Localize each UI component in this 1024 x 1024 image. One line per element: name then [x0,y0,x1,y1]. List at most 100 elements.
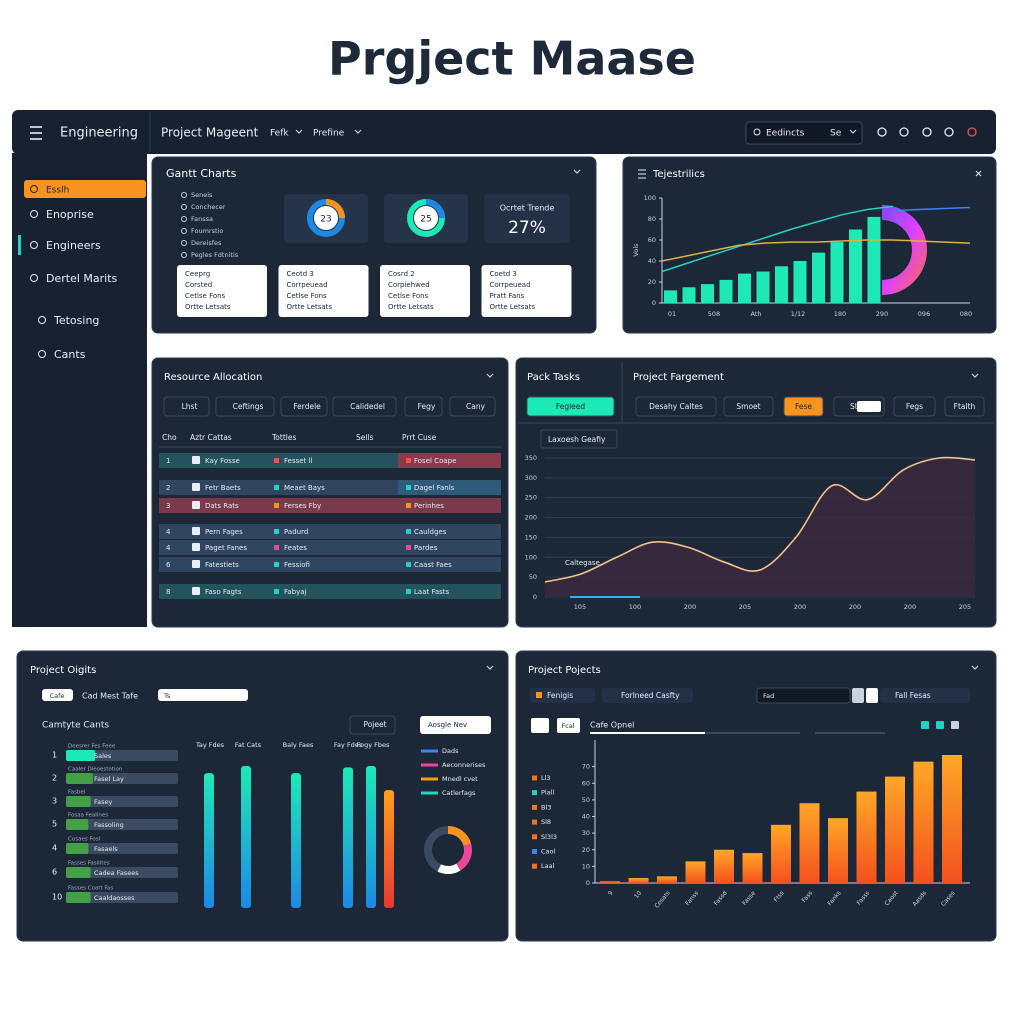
select-label: Fall Fesas [895,691,931,700]
button[interactable] [783,396,824,417]
row-dot [406,529,411,534]
y-tick-label: 300 [525,474,537,482]
button-label: Smoet [736,402,760,411]
y-tick-label: 0 [533,593,537,601]
button-label: Calidedel [350,402,385,411]
row-dot [274,562,279,567]
sidebar-icon [38,350,46,358]
button[interactable] [280,396,328,417]
row-number: 10 [52,893,62,902]
progress-bar [66,892,91,903]
select-label: Fad [763,692,774,700]
row-icon [192,483,200,491]
button[interactable] [557,718,580,733]
y-tick-label: 20 [582,846,590,854]
select-box[interactable] [880,688,970,703]
row-icon [192,587,200,595]
chevron [971,665,979,670]
panel-title: Tejestrilics [652,169,705,180]
button[interactable] [530,688,595,703]
button-label: Fegy [418,402,436,411]
select-box[interactable] [420,716,491,734]
bar [343,767,353,908]
toggle[interactable] [42,689,73,701]
button[interactable] [944,396,985,417]
chevron [486,373,494,378]
bar [771,824,791,883]
button[interactable] [449,396,496,417]
y-tick-label: 60 [582,779,590,787]
bar [885,776,905,883]
button[interactable] [526,396,615,417]
column-header: Tottles [271,433,296,442]
trend-line [661,239,971,262]
table-cell-text: Caast Faes [414,561,452,569]
toolbar-icon [921,721,929,729]
button[interactable] [349,715,396,735]
table-cell-text: Fatestiets [205,561,239,569]
button[interactable] [723,396,774,417]
row-caption: Fasses Fasilites [68,861,110,867]
chart-title: Cafe Opnel [590,721,634,730]
column-header: Prrt Cuse [402,433,437,442]
table-cell-text: Pern Fages [205,528,243,536]
table-cell-text: 1 [166,457,170,465]
button[interactable] [163,396,210,417]
trend-line [892,206,971,212]
legend-label: Dads [442,747,459,755]
table-cell-text: Pardes [414,544,438,552]
x-tick-label: 205 [959,603,971,611]
toolbar-icon [967,127,977,137]
legend-label: Aeconnerises [442,761,486,769]
sidebar-icon [30,185,38,193]
legend-swatch [532,804,537,810]
panel-title: Resource Allocation [164,372,262,383]
button[interactable] [332,396,397,417]
x-tick-label: 200 [904,603,916,611]
bar [849,229,862,303]
progress-track [66,796,178,807]
progress-bar [66,843,89,854]
button[interactable] [602,688,693,703]
progress-bar [66,773,93,784]
table-cell-text: Dats Rats [205,502,239,510]
donut-hole [314,206,338,230]
legend-label: Laal [541,862,555,870]
task-card-line: Cetlse Fons [388,292,429,300]
select-label: Aosgle Nev [428,721,467,729]
progress-track [66,773,178,784]
task-card-line: Pratt Fans [490,292,525,300]
button[interactable] [635,396,717,417]
y-tick-label: 100 [644,194,656,202]
button[interactable] [215,396,275,417]
row-dot [274,545,279,550]
table-cell [398,540,501,555]
select-box[interactable] [756,687,851,704]
x-tick-label: Ath [750,310,761,318]
y-tick-label: 30 [582,829,590,837]
button[interactable] [404,396,443,417]
table-cell-text: Faso Fagts [205,588,242,596]
progress-track [66,867,178,878]
task-card-line: Cetlse Fons [287,292,328,300]
select-box[interactable] [158,689,248,701]
table-cell-text: Fesset ll [284,457,312,465]
row-name: Fassoling [94,821,124,829]
row-name: Fasaels [94,845,118,853]
row-name: Fasel Lay [94,775,124,783]
chevron [971,373,979,378]
task-card-line: Ceeprg [185,270,210,278]
x-tick-label: 01 [668,310,676,318]
legend-swatch [532,863,537,869]
x-tick-label: 10 [633,890,643,900]
legend-box [540,429,618,449]
sidebar-item: Tetosing [53,314,99,327]
button[interactable] [893,396,936,417]
button-label: Fenigis [547,691,573,700]
legend-swatch [532,775,537,781]
x-tick-label: 9 [607,890,615,898]
bar [799,803,820,883]
x-tick-label: 290 [876,310,888,318]
toggle-label: Cafe [50,692,65,700]
